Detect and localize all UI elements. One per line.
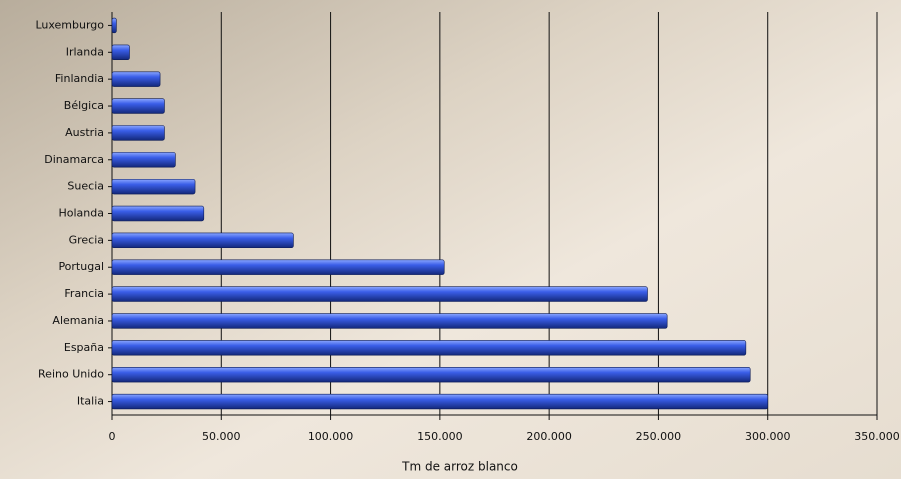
x-tick-label: 250.000 xyxy=(636,430,682,443)
x-tick-label: 200.000 xyxy=(526,430,572,443)
x-tick-label: 300.000 xyxy=(745,430,791,443)
y-tick-label: Alemania xyxy=(52,314,104,327)
x-tick-label: 0 xyxy=(109,430,116,443)
bar xyxy=(111,313,668,329)
y-tick-label: Francia xyxy=(64,287,104,300)
bar xyxy=(111,367,751,383)
y-tick-label: Portugal xyxy=(58,260,104,273)
bar xyxy=(111,393,769,410)
y-tick-label: Suecia xyxy=(67,180,104,193)
y-tick-label: Austria xyxy=(65,126,104,139)
bar xyxy=(111,178,196,195)
bar xyxy=(111,17,117,34)
y-tick-label: Grecia xyxy=(69,233,104,246)
bar xyxy=(111,205,205,222)
y-tick-label: Irlanda xyxy=(66,45,104,58)
bar xyxy=(111,286,648,302)
x-axis-title: Tm de arroz blanco xyxy=(401,460,518,474)
y-tick-label: Bélgica xyxy=(64,99,104,112)
x-tick-label: 150.000 xyxy=(417,430,463,443)
y-tick-label: Holanda xyxy=(59,207,105,220)
bar xyxy=(111,125,165,141)
y-tick-label: Italia xyxy=(77,395,104,408)
bar xyxy=(111,232,294,249)
bar xyxy=(111,44,130,60)
bar xyxy=(111,259,445,275)
y-tick-label: España xyxy=(64,341,104,354)
x-tick-label: 100.000 xyxy=(308,430,354,443)
bar xyxy=(111,71,161,87)
x-tick-label: 50.000 xyxy=(202,430,241,443)
y-tick-label: Reino Unido xyxy=(38,368,104,381)
bar xyxy=(111,98,165,114)
y-tick-label: Luxemburgo xyxy=(35,18,104,31)
bar xyxy=(111,340,747,356)
y-tick-label: Finlandia xyxy=(55,72,104,85)
bar xyxy=(111,152,176,168)
x-tick-label: 350.000 xyxy=(854,430,900,443)
y-tick-label: Dinamarca xyxy=(44,153,104,166)
